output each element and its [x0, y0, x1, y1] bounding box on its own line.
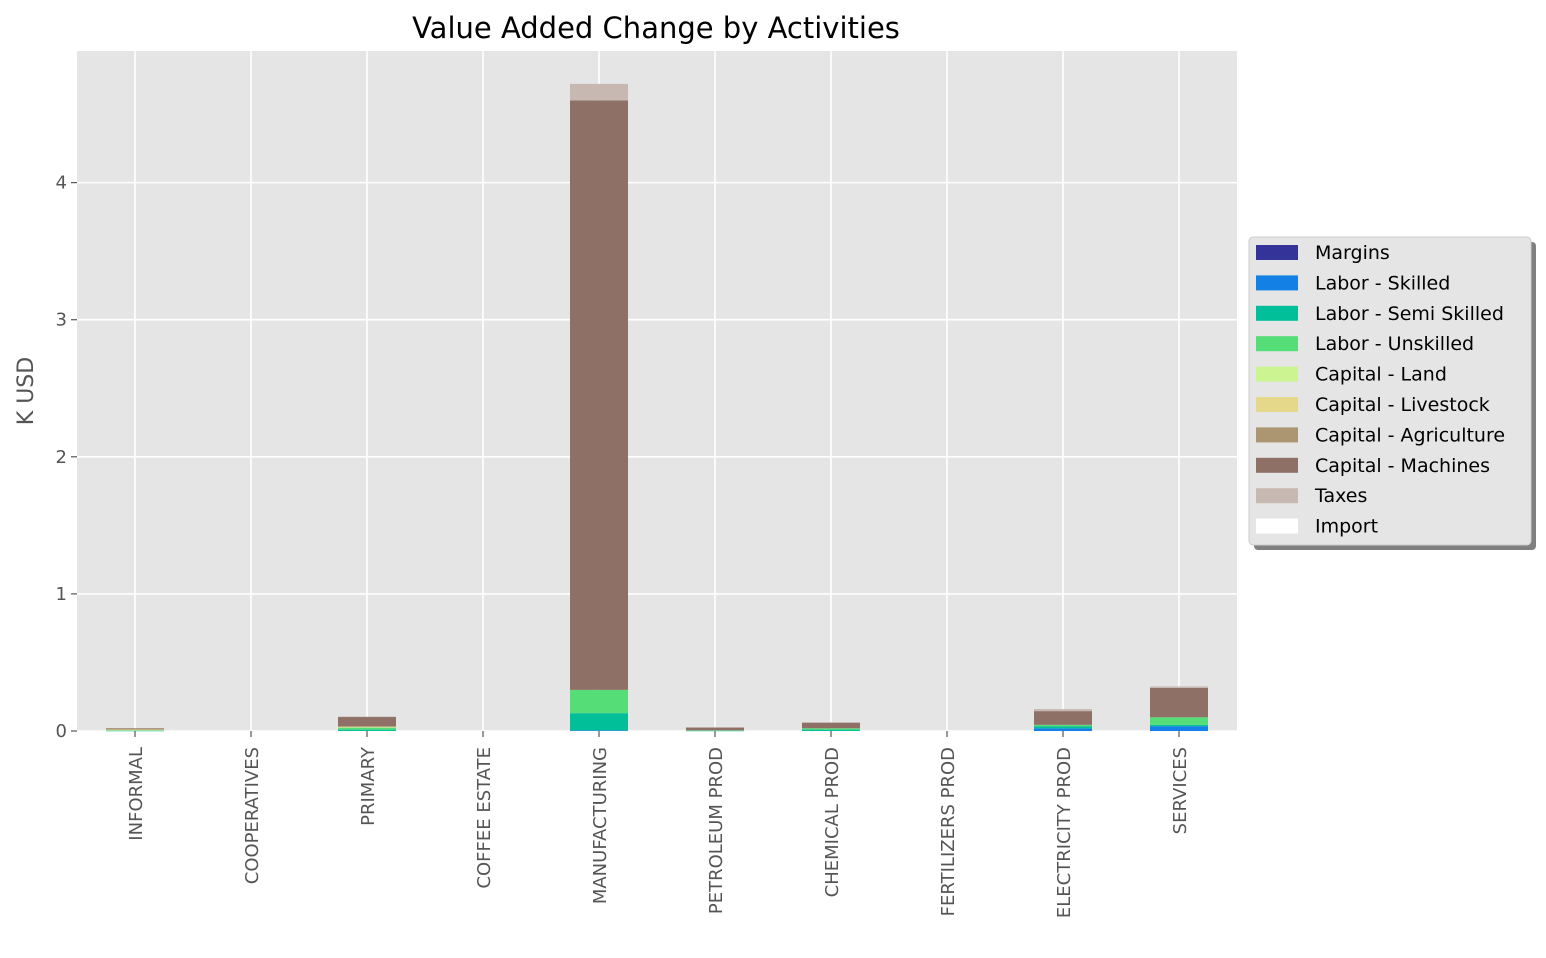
- bar-segment: [802, 729, 860, 731]
- bar-segment: [1034, 728, 1092, 731]
- bar-segment: [338, 727, 396, 728]
- bar-segment: [1150, 726, 1208, 731]
- legend-label: Capital - Agriculture: [1315, 424, 1505, 446]
- bar-segment: [686, 730, 744, 732]
- bar-segment: [106, 730, 164, 732]
- legend-swatch: [1256, 518, 1298, 534]
- y-tick-label: 3: [56, 310, 67, 331]
- legend-label: Labor - Semi Skilled: [1315, 303, 1504, 325]
- legend-swatch: [1256, 336, 1298, 352]
- bar-segment: [570, 689, 628, 714]
- legend-swatch: [1256, 427, 1298, 443]
- legend-box: [1248, 236, 1532, 546]
- x-tick-label: MANUFACTURING: [590, 747, 611, 904]
- x-tick-label: ELECTRICITY PROD: [1054, 747, 1075, 918]
- bar-segment: [106, 728, 164, 730]
- x-tick-label: FERTILIZERS PROD: [938, 747, 959, 916]
- x-tick-label: COOPERATIVES: [242, 747, 263, 884]
- y-tick-label: 2: [56, 447, 67, 468]
- x-tick-label: INFORMAL: [126, 747, 147, 841]
- bar-segment: [106, 729, 164, 731]
- bar-segment: [1150, 717, 1208, 725]
- bar-segment: [338, 726, 396, 728]
- legend-swatch: [1256, 245, 1298, 260]
- bar-segment: [338, 716, 396, 718]
- bar-segment: [338, 729, 396, 731]
- legend-label: Capital - Machines: [1315, 455, 1490, 477]
- bar-segment: [802, 728, 860, 730]
- bar-segment: [570, 83, 628, 101]
- bar-segment: [1150, 686, 1208, 688]
- bar-segment: [802, 722, 860, 723]
- y-tick-label: 1: [56, 584, 67, 605]
- bar-segment: [1150, 724, 1208, 727]
- x-tick-label: COFFEE ESTATE: [474, 747, 495, 889]
- x-tick-label: CHEMICAL PROD: [822, 747, 843, 897]
- y-tick-label: 0: [56, 721, 67, 742]
- bar-segment: [338, 716, 396, 727]
- y-axis-label: K USD: [14, 357, 39, 425]
- bar-segment: [338, 727, 396, 730]
- legend-label: Import: [1315, 516, 1378, 538]
- bar-segment: [686, 730, 744, 731]
- bar-segment: [106, 730, 164, 731]
- bar-segment: [106, 728, 164, 729]
- legend-label: Labor - Unskilled: [1315, 333, 1474, 355]
- legend-label: Labor - Skilled: [1315, 272, 1450, 294]
- legend-label: Capital - Land: [1315, 364, 1447, 386]
- bar-segment: [802, 722, 860, 729]
- legend-swatch: [1256, 457, 1298, 473]
- chart-title: Value Added Change by Activities: [412, 11, 900, 45]
- bar-segment: [106, 729, 164, 731]
- x-tick-label: SERVICES: [1170, 747, 1191, 834]
- bar-segment: [570, 713, 628, 731]
- bar-segment: [686, 727, 744, 728]
- legend: Margins Labor - Skilled Labor - Semi Skill…: [1248, 236, 1536, 550]
- bar-segment: [1034, 726, 1092, 729]
- plot-area: [77, 51, 1237, 731]
- bar-segment: [686, 727, 744, 731]
- x-axis-ticks: INFORMAL COOPERATIVES PRIMARY COFFEE ESTATE…: [126, 731, 1191, 918]
- legend-swatch: [1256, 366, 1298, 382]
- legend-swatch: [1256, 488, 1298, 504]
- legend-label: Capital - Livestock: [1315, 394, 1490, 416]
- y-axis-ticks: 0 1 2 3 4: [56, 173, 77, 742]
- bar-segment: [1034, 711, 1092, 725]
- bars: [106, 83, 1208, 732]
- bar-segment: [1150, 687, 1208, 718]
- x-tick-label: PETROLEUM PROD: [706, 747, 727, 914]
- bar-segment: [570, 100, 628, 690]
- legend-swatch: [1256, 397, 1298, 412]
- bar-segment: [338, 726, 396, 727]
- bar-segment: [1034, 709, 1092, 712]
- legend-label: Margins: [1315, 242, 1390, 264]
- y-tick-label: 4: [56, 173, 67, 194]
- x-tick-label: PRIMARY: [358, 746, 379, 826]
- bar-segment: [570, 730, 628, 731]
- legend-swatch: [1256, 305, 1298, 321]
- bar-segment: [1034, 724, 1092, 727]
- legend-swatch: [1256, 275, 1298, 291]
- legend-label: Taxes: [1314, 485, 1367, 507]
